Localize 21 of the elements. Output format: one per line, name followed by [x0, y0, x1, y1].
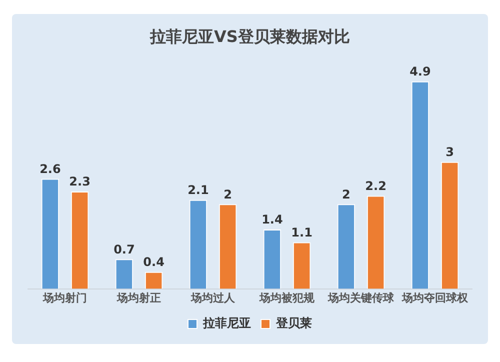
chart-title: 拉菲尼亚VS登贝莱数据对比 [149, 26, 350, 46]
x-tick-label: 场均过人 [190, 291, 236, 304]
data-label: 3 [446, 144, 454, 159]
data-label: 4.9 [410, 64, 431, 79]
data-label: 0.4 [143, 254, 164, 269]
data-label: 2 [342, 187, 350, 202]
legend-label: 拉菲尼亚 [202, 316, 251, 330]
legend-label: 登贝莱 [275, 316, 312, 330]
x-tick-label: 场均射门 [42, 291, 87, 304]
data-label: 1.1 [291, 225, 312, 240]
data-label: 2.6 [40, 162, 61, 176]
data-label: 2.2 [365, 178, 386, 193]
data-label: 2.3 [69, 174, 90, 189]
data-label: 2.1 [188, 183, 209, 198]
x-tick-label: 场均关键传球 [327, 291, 395, 304]
data-label: 0.7 [114, 242, 135, 256]
data-label: 1.4 [262, 212, 283, 227]
x-tick-label: 场均夺回球权 [401, 291, 469, 304]
data-label: 2 [224, 187, 232, 202]
x-tick-label: 场均射正 [116, 291, 161, 304]
x-tick-label: 场均被犯规 [258, 291, 316, 304]
